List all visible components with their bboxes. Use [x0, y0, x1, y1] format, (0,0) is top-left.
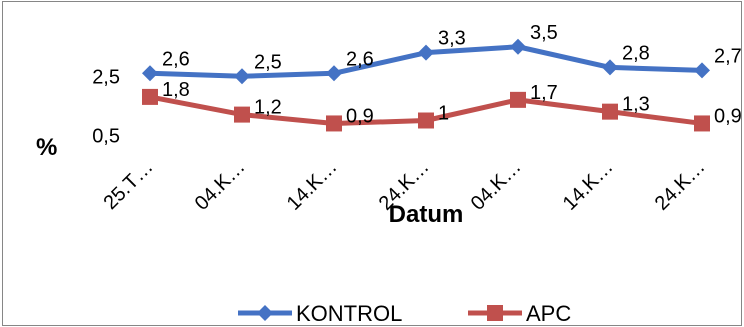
data-label: 3,5 — [530, 22, 558, 44]
data-point-square — [510, 91, 526, 108]
data-label: 2,8 — [622, 42, 650, 64]
x-axis-title: Datum — [389, 201, 464, 228]
data-label: 1,7 — [530, 82, 558, 104]
data-label: 2,6 — [346, 48, 374, 70]
y-axis-title: % — [36, 134, 57, 161]
plot-area: 2,50,525.T… 04.K… 14.K… 24.K… 04.K… 14.K… 24.K… — [92, 22, 742, 215]
data-label: 2,6 — [162, 48, 190, 70]
data-label: 1,3 — [622, 94, 650, 116]
x-tick-label: 24.K… — [651, 156, 710, 215]
data-point-square — [602, 103, 618, 120]
legend-marker-square — [487, 305, 503, 321]
y-tick-label: 2,5 — [92, 66, 120, 88]
data-point-square — [326, 115, 342, 132]
data-point-square — [694, 115, 710, 132]
data-point-diamond — [142, 65, 158, 82]
y-tick-label: 0,5 — [92, 125, 120, 147]
data-label: 0,9 — [714, 105, 742, 127]
legend-label: APC — [526, 301, 571, 326]
data-label: 0,9 — [346, 105, 374, 127]
data-label: 2,7 — [714, 45, 742, 67]
legend: KONTROL APC — [238, 301, 571, 326]
legend-marker-diamond — [257, 305, 273, 321]
data-point-diamond — [602, 59, 618, 76]
x-tick-label: 04.K… — [191, 156, 250, 215]
x-tick-label: 14.K… — [559, 156, 618, 215]
data-point-diamond — [694, 62, 710, 79]
data-point-diamond — [326, 65, 342, 82]
data-point-diamond — [510, 38, 526, 55]
data-label: 3,3 — [438, 28, 466, 50]
x-tick-label: 25.T… — [100, 156, 158, 214]
data-point-square — [142, 88, 158, 105]
data-point-diamond — [234, 68, 250, 85]
data-label: 2,5 — [254, 51, 282, 73]
data-label: 1,8 — [162, 79, 190, 101]
data-point-diamond — [418, 44, 434, 61]
data-point-square — [234, 106, 250, 123]
x-tick-label: 14.K… — [283, 156, 342, 215]
legend-label: KONTROL — [296, 301, 402, 326]
data-point-square — [418, 112, 434, 129]
data-label: 1,2 — [254, 97, 282, 119]
data-label: 1 — [438, 103, 449, 125]
x-tick-label: 04.K… — [467, 156, 526, 215]
